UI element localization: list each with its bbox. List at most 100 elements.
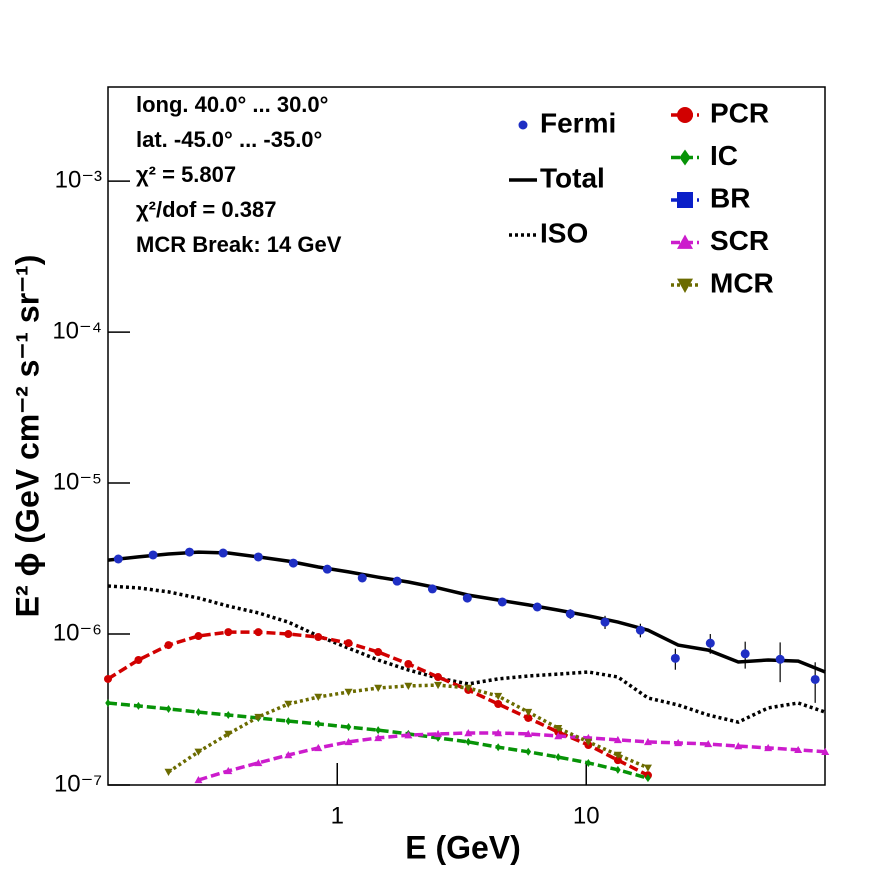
data-point bbox=[532, 602, 542, 612]
series-marker bbox=[494, 729, 503, 737]
series-marker bbox=[344, 639, 353, 648]
series-marker bbox=[704, 739, 713, 748]
y-tick-label: 10⁻⁵ bbox=[53, 468, 102, 495]
series-marker bbox=[374, 648, 383, 657]
series-marker bbox=[465, 737, 472, 746]
legend-label: SCR bbox=[710, 225, 769, 256]
legend-marker bbox=[679, 149, 691, 166]
series-marker bbox=[314, 633, 323, 642]
series-marker bbox=[404, 660, 413, 669]
legend-label: MCR bbox=[710, 267, 774, 298]
legend-marker bbox=[677, 192, 693, 208]
series-marker bbox=[345, 723, 352, 732]
series-line bbox=[107, 550, 826, 674]
series-marker bbox=[464, 729, 473, 737]
series-marker bbox=[554, 732, 563, 740]
series-marker bbox=[105, 699, 111, 708]
legend-marker bbox=[518, 120, 528, 130]
series-marker bbox=[284, 700, 293, 708]
series-marker bbox=[285, 717, 292, 726]
series-marker bbox=[284, 630, 293, 639]
data-point bbox=[670, 653, 680, 663]
series-marker bbox=[643, 764, 652, 772]
series-marker bbox=[464, 684, 473, 693]
series-marker bbox=[613, 735, 622, 744]
info-text: MCR Break: 14 GeV bbox=[136, 232, 342, 257]
series-marker bbox=[224, 730, 233, 738]
series-marker bbox=[374, 733, 383, 742]
series-marker bbox=[224, 766, 233, 775]
series-marker bbox=[524, 713, 533, 722]
x-tick-label: 1 bbox=[331, 802, 344, 829]
series-marker bbox=[613, 751, 622, 760]
series-marker bbox=[524, 708, 533, 717]
series-marker bbox=[315, 719, 322, 728]
y-axis-title: E² ϕ (GeV cm⁻² s⁻¹ sr⁻¹) bbox=[9, 255, 45, 618]
series-marker bbox=[434, 681, 443, 690]
data-point bbox=[600, 617, 610, 627]
data-point bbox=[810, 674, 820, 684]
series-marker bbox=[194, 748, 203, 756]
legend-marker bbox=[677, 278, 693, 293]
data-point bbox=[392, 576, 402, 586]
series-marker bbox=[821, 747, 830, 755]
info-text: long. 40.0° ... 30.0° bbox=[136, 92, 328, 117]
series-line bbox=[197, 731, 826, 782]
series-marker bbox=[584, 738, 593, 746]
series-marker bbox=[734, 742, 743, 750]
legend-label: Fermi bbox=[540, 107, 616, 138]
series-marker bbox=[194, 775, 203, 784]
series-marker bbox=[555, 753, 562, 762]
series-marker bbox=[524, 729, 533, 738]
series-marker bbox=[195, 708, 202, 717]
data-point bbox=[148, 550, 158, 560]
plot-frame bbox=[107, 86, 826, 786]
data-point bbox=[427, 584, 437, 594]
data-point bbox=[462, 593, 472, 603]
legend-marker bbox=[677, 107, 693, 123]
series-marker bbox=[254, 713, 263, 722]
data-point bbox=[253, 552, 263, 562]
series-marker bbox=[494, 699, 503, 708]
series-marker bbox=[104, 674, 112, 683]
series-marker bbox=[404, 682, 413, 690]
legend-label: IC bbox=[710, 140, 738, 171]
series-marker bbox=[495, 743, 501, 752]
info-text: χ²/dof = 0.387 bbox=[136, 197, 276, 222]
series-marker bbox=[794, 745, 803, 754]
legend-label: PCR bbox=[710, 97, 769, 128]
data-point bbox=[322, 564, 332, 574]
series-marker bbox=[224, 628, 233, 637]
series-marker bbox=[254, 758, 263, 767]
series-marker bbox=[314, 743, 323, 752]
data-point bbox=[565, 609, 575, 619]
series-marker bbox=[344, 688, 353, 697]
series-marker bbox=[434, 673, 443, 682]
series-line bbox=[107, 584, 826, 724]
series-marker bbox=[494, 692, 503, 701]
data-point bbox=[185, 547, 195, 557]
series-marker bbox=[254, 628, 263, 637]
legend-marker bbox=[677, 234, 693, 249]
series-marker bbox=[645, 774, 651, 783]
series-marker bbox=[585, 758, 592, 767]
series-marker bbox=[164, 641, 173, 650]
y-tick-label: 10⁻⁷ bbox=[54, 770, 102, 797]
series-marker bbox=[314, 693, 323, 701]
data-point bbox=[705, 638, 715, 648]
series-marker bbox=[764, 743, 773, 752]
series-marker bbox=[134, 655, 143, 664]
series-marker bbox=[525, 747, 532, 756]
series-marker bbox=[135, 701, 142, 710]
series-marker bbox=[165, 704, 172, 713]
series-marker bbox=[615, 765, 621, 774]
series-marker bbox=[225, 710, 232, 719]
x-axis-title: E (GeV) bbox=[405, 829, 521, 865]
legend-label: Total bbox=[540, 162, 605, 193]
series-marker bbox=[613, 756, 622, 765]
data-point bbox=[775, 654, 785, 664]
legend-label: ISO bbox=[540, 217, 588, 248]
data-point bbox=[357, 573, 367, 583]
series-marker bbox=[375, 726, 381, 735]
